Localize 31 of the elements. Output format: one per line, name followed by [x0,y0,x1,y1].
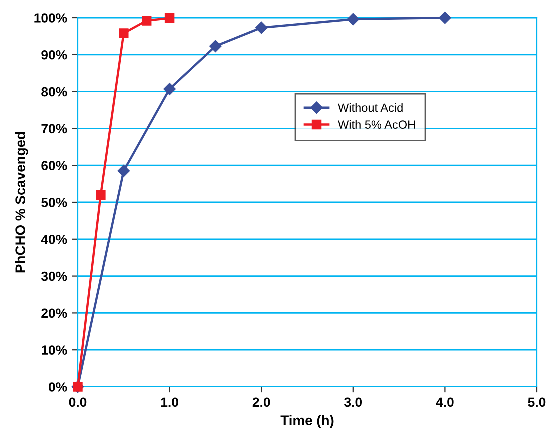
y-tick-label: 60% [42,161,68,171]
x-tick-label: 2.0 [252,398,270,408]
point [118,165,130,178]
legend-label: With 5% AcOH [338,120,416,130]
point [142,16,152,26]
y-tick-label: 90% [42,50,68,60]
point [256,22,268,34]
point [164,14,175,24]
y-tick-label: 10% [42,346,68,356]
y-tick-label: 50% [42,198,68,208]
x-tick-label: 3.0 [344,398,362,408]
x-tick-label: 4.0 [436,398,454,408]
x-tick-label: 0.0 [69,398,87,408]
y-tick-label: 30% [41,272,68,282]
point [164,83,176,96]
y-tick-label: 80% [42,87,68,97]
x-tick-label: 5.0 [528,398,546,408]
y-tick-label: 100% [34,14,68,23]
x-tick-label: 1.0 [161,398,178,408]
y-tick-label: 0% [49,382,68,392]
y-axis-title: PhCHO % Scavenged [15,132,28,273]
point [347,13,360,26]
y-tick-label: 20% [42,308,68,318]
point [119,28,129,38]
point [210,40,222,53]
point [439,12,452,24]
y-tick-label: 70% [42,124,68,134]
y-tick-label: 40% [41,234,68,244]
x-axis-title: Time (h) [280,415,334,428]
legend-label: Without Acid [338,103,403,112]
point [96,190,106,200]
